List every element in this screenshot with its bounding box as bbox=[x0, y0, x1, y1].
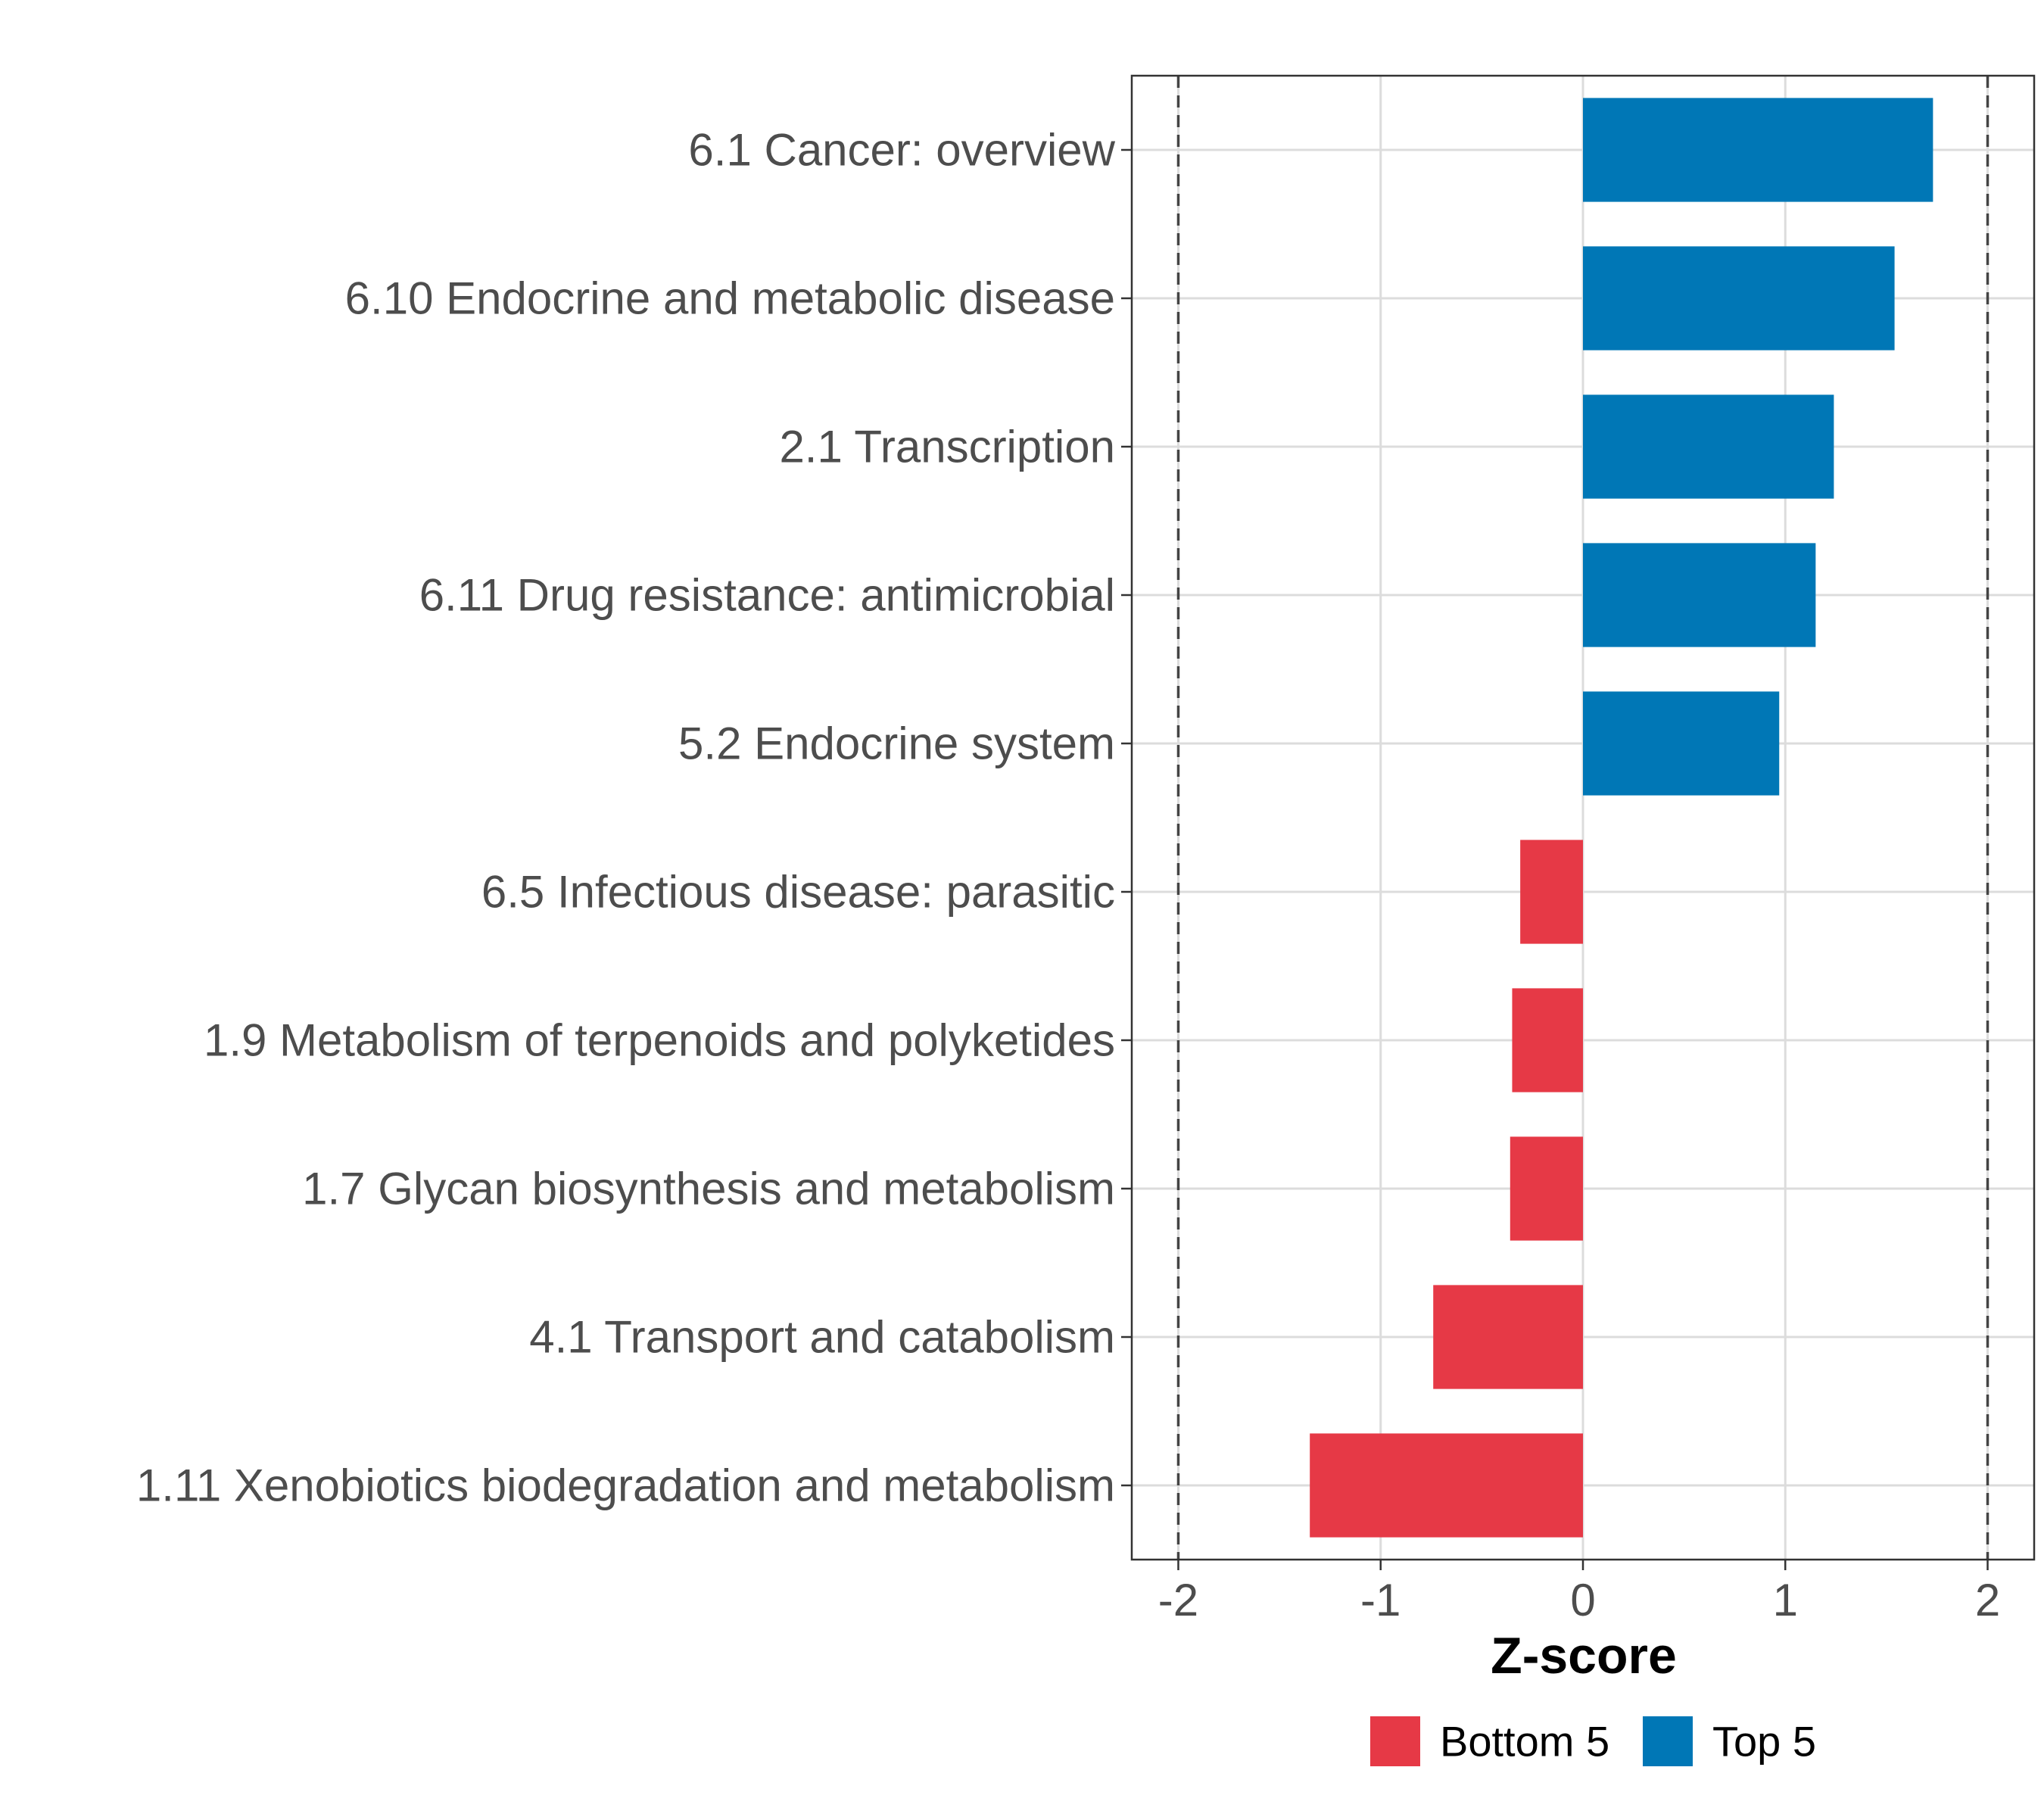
x-tick-label: -2 bbox=[1158, 1575, 1198, 1625]
legend-label-0: Bottom 5 bbox=[1440, 1718, 1609, 1766]
x-tick-label: 1 bbox=[1773, 1575, 1798, 1625]
x-tick-label: 2 bbox=[1975, 1575, 2000, 1625]
bar-3 bbox=[1583, 543, 1816, 647]
category-label: 6.1 Cancer: overview bbox=[688, 125, 1115, 176]
x-tick-label: -1 bbox=[1360, 1575, 1401, 1625]
bars bbox=[1310, 98, 1933, 1538]
bar-5 bbox=[1520, 840, 1583, 944]
x-axis: -2 -1 0 1 2 bbox=[1158, 1560, 2000, 1625]
category-label: 6.11 Drug resistance: antimicrobial bbox=[419, 570, 1115, 621]
category-label: 6.10 Endocrine and metabolic disease bbox=[345, 273, 1115, 324]
category-label: 4.1 Transport and catabolism bbox=[529, 1312, 1115, 1363]
bar-2 bbox=[1583, 394, 1834, 499]
legend-swatch-1 bbox=[1643, 1716, 1693, 1766]
category-label: 1.9 Metabolism of terpenoids and polyket… bbox=[204, 1015, 1115, 1066]
bar-7 bbox=[1510, 1136, 1583, 1241]
category-label: 6.5 Infectious disease: parasitic bbox=[481, 867, 1115, 918]
category-label: 5.2 Endocrine system bbox=[678, 718, 1115, 769]
x-axis-title: Z-score bbox=[1491, 1627, 1677, 1685]
legend-swatch-0 bbox=[1370, 1716, 1420, 1766]
y-axis: 6.1 Cancer: overview 6.10 Endocrine and m… bbox=[136, 125, 1132, 1511]
bar-6 bbox=[1512, 988, 1583, 1092]
category-label: 1.7 Glycan biosynthesis and metabolism bbox=[302, 1164, 1115, 1214]
reference-lines bbox=[1176, 76, 1989, 1560]
bar-9 bbox=[1310, 1433, 1583, 1538]
bar-8 bbox=[1433, 1285, 1583, 1389]
bar-0 bbox=[1583, 98, 1933, 202]
x-tick-label: 0 bbox=[1570, 1575, 1595, 1625]
bar-4 bbox=[1583, 691, 1780, 796]
bar-1 bbox=[1583, 246, 1895, 351]
category-label: 2.1 Transcription bbox=[779, 422, 1115, 472]
legend-label-1: Top 5 bbox=[1712, 1718, 1816, 1766]
category-label: 1.11 Xenobiotics biodegradation and meta… bbox=[136, 1460, 1115, 1511]
legend: Bottom 5 Top 5 bbox=[1370, 1716, 1816, 1766]
